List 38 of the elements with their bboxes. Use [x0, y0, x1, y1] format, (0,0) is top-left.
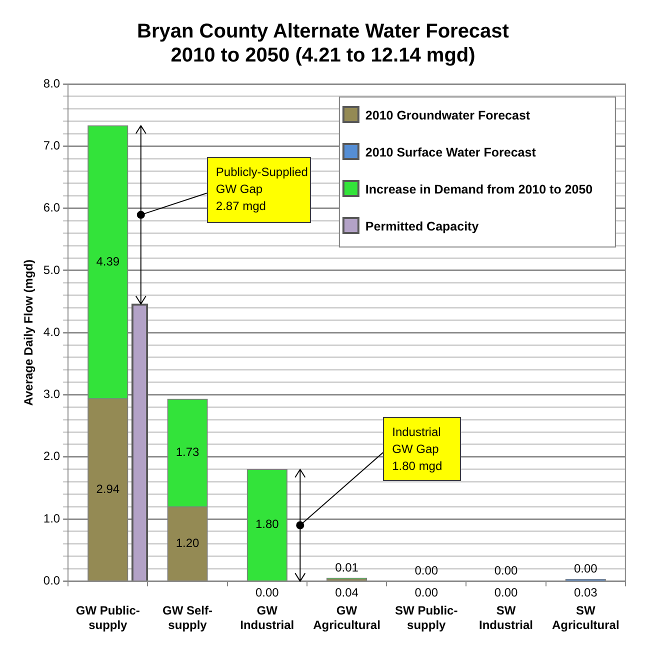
y-axis-title: Average Daily Flow (mgd) [22, 259, 36, 406]
data-label: 1.20 [176, 536, 200, 550]
legend-label: Increase in Demand from 2010 to 2050 [365, 182, 593, 196]
y-tick-label: 5.0 [43, 262, 60, 277]
legend-label: 2010 Groundwater Forecast [365, 108, 531, 122]
y-tick-label: 7.0 [43, 138, 60, 152]
y-tick-label: 6.0 [43, 200, 60, 215]
data-label: 0.01 [335, 560, 359, 574]
annotation: Publicly-Supplied GW Gap 2.87 mgd [206, 156, 311, 223]
data-label: 1.80 [255, 517, 280, 532]
data-label: 0.04 [335, 586, 359, 600]
data-label: 2.94 [96, 482, 120, 496]
x-tick-label: GW Public-supply [76, 604, 140, 632]
data-label: 0.00 [414, 564, 438, 578]
x-tick-label: SW Industrial [478, 604, 533, 632]
y-tick-label: 0.0 [43, 574, 60, 588]
x-tick-label: GW Self-supply [162, 604, 213, 632]
data-label: 0.03 [574, 586, 598, 600]
data-label: 0.00 [494, 586, 518, 600]
x-tick-label: GW Industrial [240, 604, 294, 632]
data-label: 0.00 [494, 564, 518, 578]
annotation: Industrial GW Gap 1.80 mgd [383, 417, 462, 482]
data-label: 1.73 [176, 445, 200, 460]
x-tick-label: SW Public-supply [395, 604, 458, 632]
chart-title: Bryan County Alternate Water Forecast 2010 to 2050 (4.21 to 12.14 mgd) [137, 20, 510, 67]
y-tick-label: 2.0 [43, 449, 60, 464]
y-tick-label: 1.0 [43, 511, 60, 526]
y-tick-label: 4.0 [43, 324, 60, 339]
x-tick-label: GW Agricultural [313, 604, 380, 632]
data-label: 0.00 [574, 562, 598, 576]
legend-label: Permitted Capacity [365, 219, 479, 234]
y-tick-label: 3.0 [43, 387, 60, 402]
x-tick-label: SW Agricultural [552, 604, 620, 632]
data-label: 0.00 [414, 586, 438, 600]
data-label: 4.39 [96, 254, 120, 268]
y-tick-label: 8.0 [43, 76, 60, 90]
legend-label: 2010 Surface Water Forecast [365, 145, 537, 160]
data-label: 0.00 [255, 586, 280, 600]
